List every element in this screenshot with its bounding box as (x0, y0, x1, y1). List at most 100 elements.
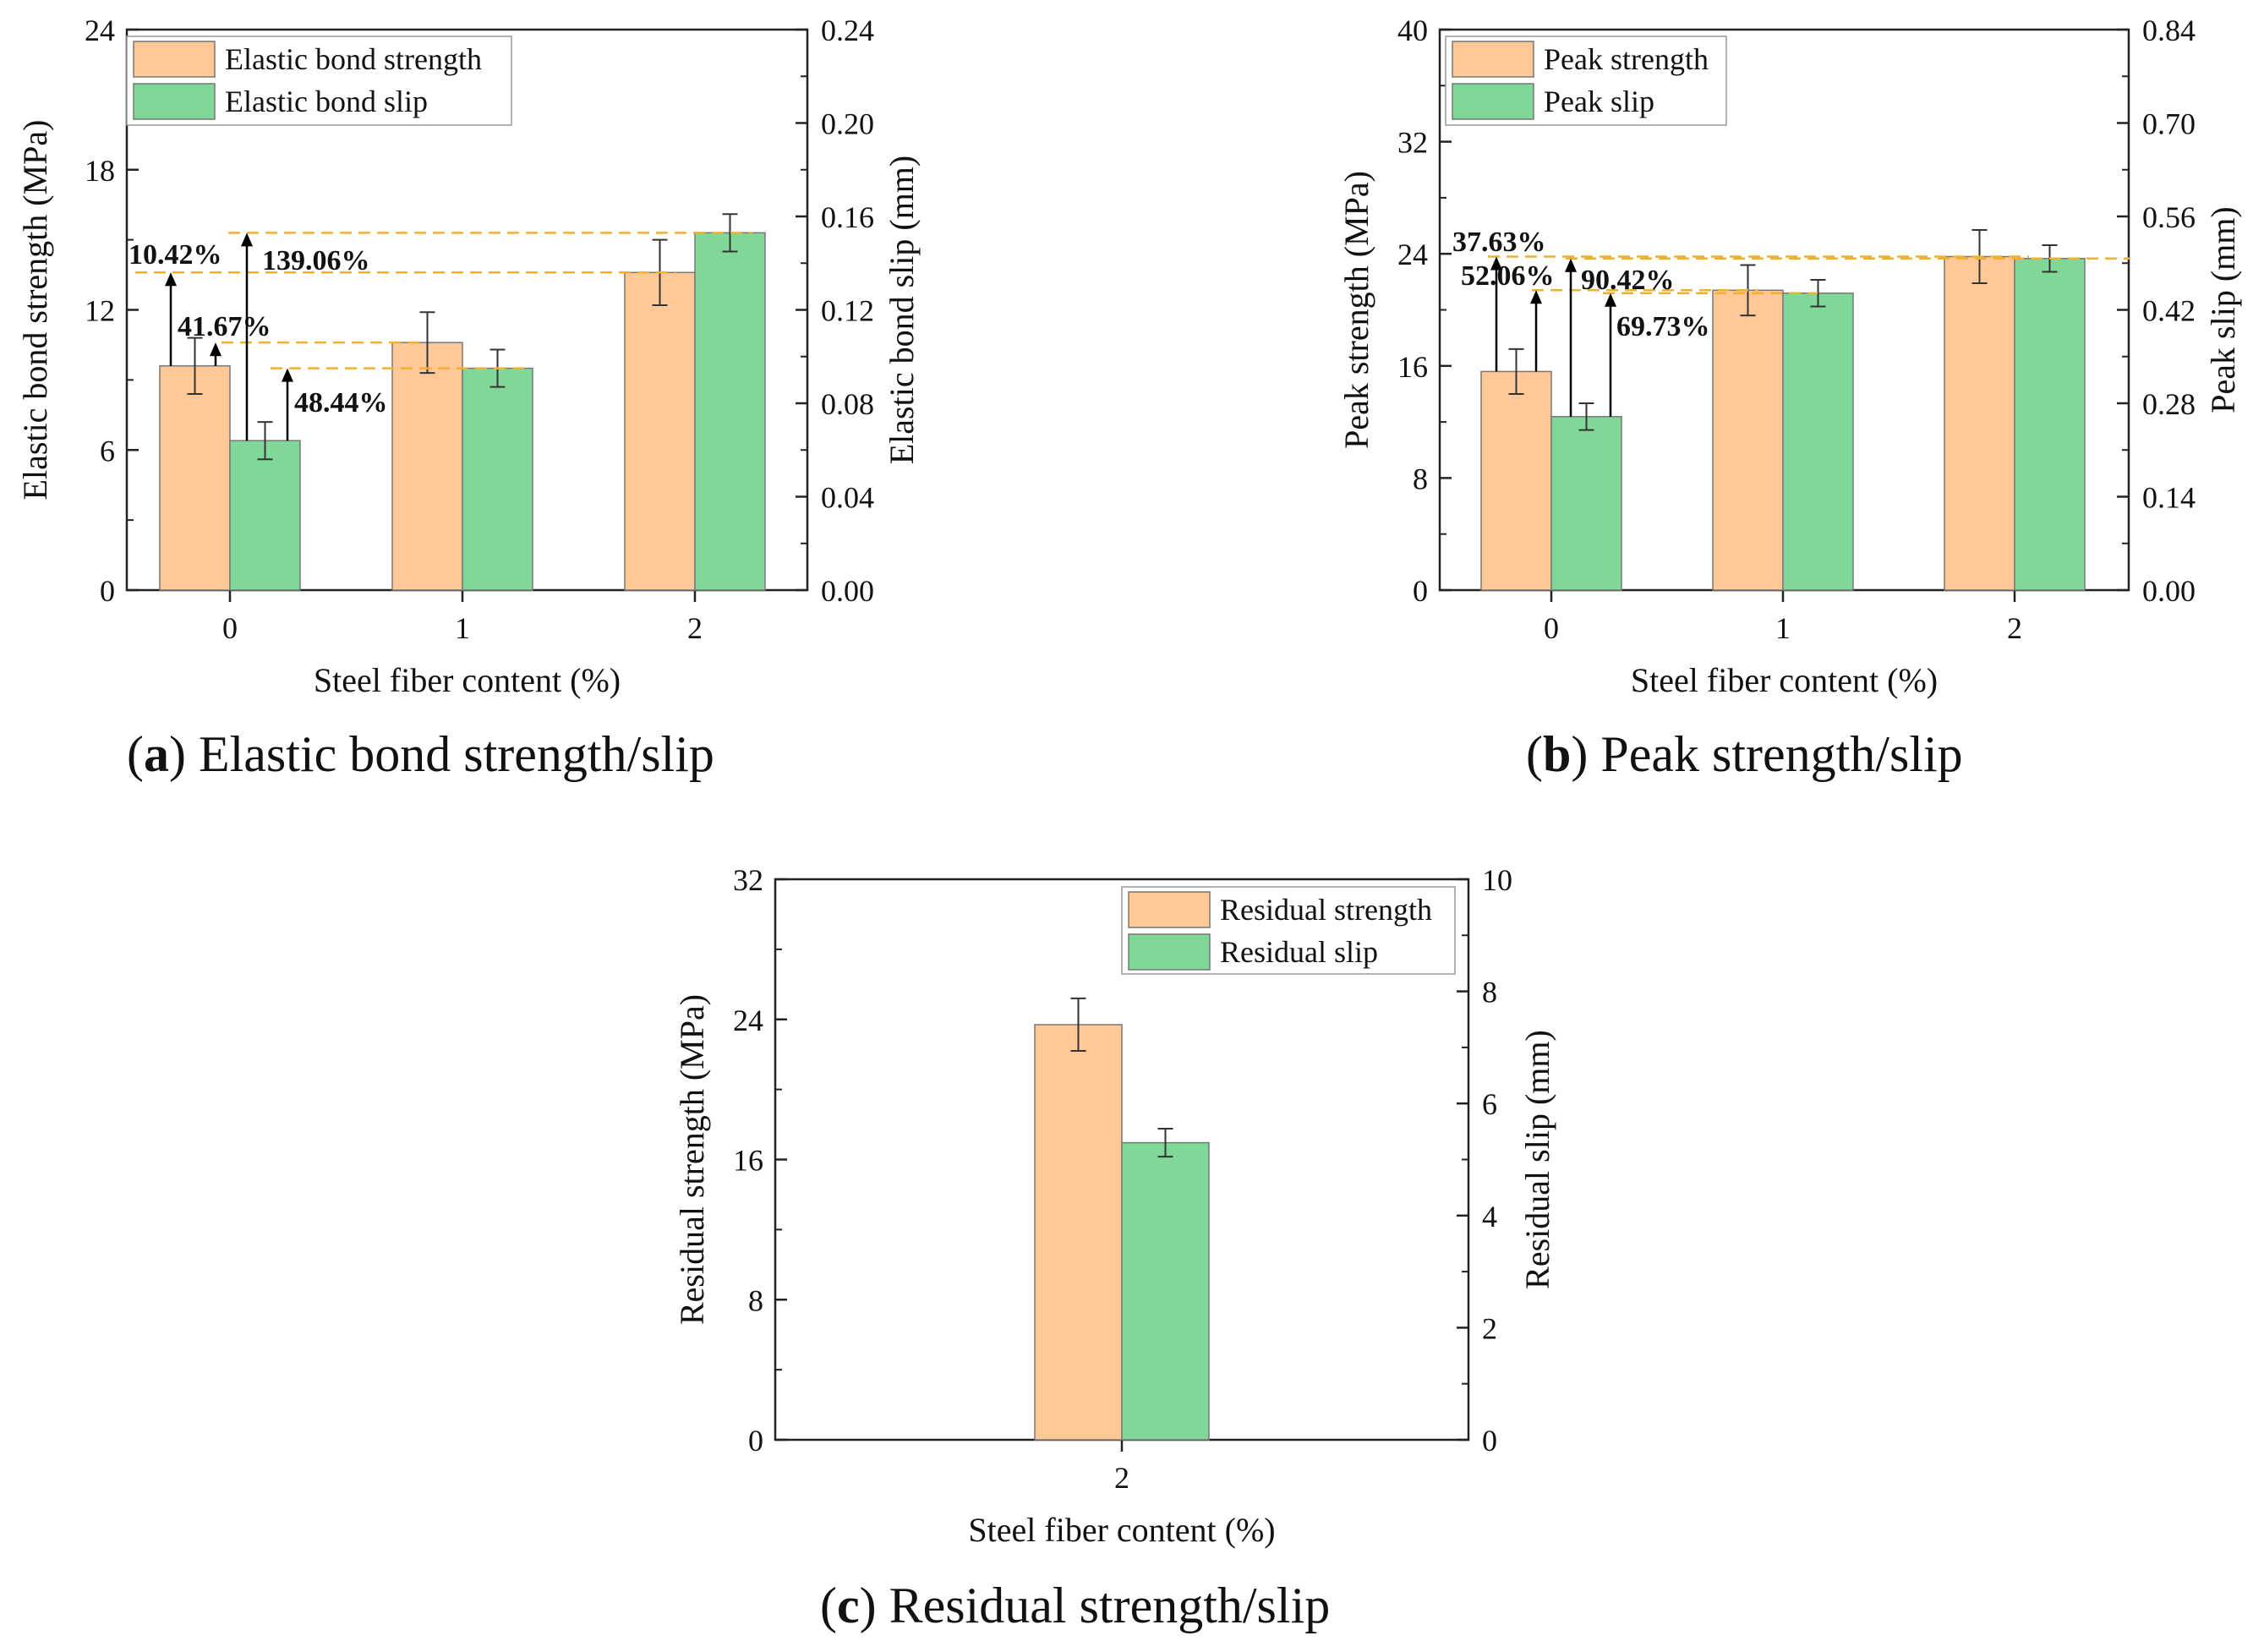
ytick-left-label: 0 (100, 574, 115, 608)
arrow-head (1490, 256, 1502, 271)
arrow-head (210, 342, 221, 357)
xtick-label: 1 (1775, 611, 1791, 645)
bar-slip (229, 440, 301, 591)
ytick-right-label: 0.84 (2142, 14, 2196, 47)
caption-c-letter: c (836, 1578, 860, 1633)
bar-slip (462, 367, 533, 591)
x-axis-title: Steel fiber content (%) (968, 1511, 1275, 1549)
ytick-left-label: 32 (1397, 126, 1428, 160)
ytick-right-label: 0 (1482, 1424, 1497, 1458)
bar-strength (1034, 1024, 1123, 1441)
bar-strength (1944, 255, 2015, 591)
legend-swatch (133, 83, 216, 120)
increase-label: 139.06% (262, 245, 370, 276)
ytick-left-label: 16 (733, 1144, 763, 1178)
ytick-right-label: 0.28 (2142, 387, 2196, 421)
ytick-right-label: 4 (1482, 1200, 1497, 1234)
ytick-right-label: 0.56 (2142, 200, 2196, 234)
xtick-label: 2 (687, 611, 703, 645)
x-axis-title: Steel fiber content (%) (1631, 661, 1938, 699)
legend-swatch (1452, 83, 1534, 120)
ytick-left-label: 8 (1413, 462, 1428, 495)
ytick-left-label: 12 (85, 294, 115, 328)
xtick-label: 2 (2007, 611, 2022, 645)
increase-label: 48.44% (294, 387, 388, 418)
ytick-left-label: 24 (733, 1004, 763, 1037)
caption-a-text: Elastic bond strength/slip (185, 726, 714, 782)
y-axis-left-title: Residual strength (MPa) (673, 994, 711, 1325)
caption-b: (b) Peak strength/slip (1526, 726, 1963, 782)
caption-b-letter: b (1542, 726, 1572, 782)
ytick-right-label: 0.08 (821, 387, 874, 421)
caption-c: (c) Residual strength/slip (820, 1578, 1331, 1633)
legend-label: Residual slip (1220, 935, 1378, 969)
increase-label: 10.42% (129, 239, 222, 271)
bar-strength (391, 342, 463, 591)
arrow-head (1605, 293, 1616, 307)
bar-slip (694, 232, 766, 591)
ytick-right-label: 10 (1482, 863, 1512, 897)
ytick-left-label: 24 (1397, 238, 1428, 271)
increase-label: 69.73% (1616, 311, 1710, 342)
increase-label: 41.67% (178, 311, 271, 342)
ytick-left-label: 6 (100, 434, 115, 468)
chart-b: 0 8 16 24 32 40 0.00 0.14 0.28 0.42 0.56 0.70 0.84 0 1… (1337, 14, 2242, 699)
ytick-left-label: 24 (85, 14, 115, 47)
ytick-left-label: 0 (1413, 574, 1428, 608)
ytick-right-label: 0.00 (2142, 574, 2196, 608)
increase-label: 52.06% (1461, 260, 1555, 292)
caption-c-text: Residual strength/slip (876, 1578, 1331, 1633)
ytick-right-label: 0.24 (821, 14, 874, 47)
y-axis-right-title: Residual slip (mm) (1518, 1030, 1556, 1289)
ytick-right-label: 0.42 (2142, 294, 2196, 328)
ytick-right-label: 0.04 (821, 481, 874, 515)
bar-slip (1782, 293, 1854, 591)
ytick-right-label: 0.70 (2142, 107, 2196, 141)
ytick-right-label: 0.14 (2142, 481, 2196, 515)
legend-swatch (133, 41, 216, 78)
legend-label: Residual strength (1220, 893, 1432, 927)
legend-swatch (1452, 41, 1534, 78)
increase-label: 37.63% (1452, 227, 1546, 258)
x-axis-title: Steel fiber content (%) (314, 661, 621, 699)
ytick-left-label: 16 (1397, 350, 1428, 384)
bar-slip (1121, 1141, 1210, 1441)
xtick-label: 0 (1544, 611, 1559, 645)
xtick-label: 2 (1114, 1461, 1129, 1495)
bar-slip (2014, 257, 2086, 591)
y-axis-right-title: Elastic bond slip (mm) (883, 156, 921, 465)
arrow-head (1530, 290, 1542, 304)
ytick-right-label: 0.12 (821, 294, 874, 328)
increase-label: 90.42% (1581, 265, 1675, 296)
xtick-label: 0 (222, 611, 238, 645)
arrow-head (1565, 258, 1577, 272)
bar-strength (624, 271, 696, 591)
y-axis-left-title: Elastic bond strength (MPa) (16, 120, 54, 501)
legend-label: Elastic bond strength (225, 42, 482, 76)
ytick-left-label: 18 (85, 154, 115, 188)
y-axis-right-title: Peak slip (mm) (2204, 206, 2242, 413)
ytick-left-label: 8 (748, 1283, 763, 1317)
bar-strength (1480, 370, 1552, 591)
arrow-head (282, 368, 293, 382)
ytick-right-label: 6 (1482, 1087, 1497, 1121)
ytick-right-label: 0.20 (821, 107, 874, 141)
ytick-right-label: 8 (1482, 976, 1497, 1009)
bar-slip (1550, 416, 1622, 591)
legend-label: Elastic bond slip (225, 85, 428, 118)
caption-a-letter: a (143, 726, 169, 782)
bar-strength (159, 365, 231, 591)
ytick-right-label: 2 (1482, 1311, 1497, 1345)
arrow-head (165, 272, 177, 287)
arrow-head (241, 232, 253, 247)
legend-swatch (1128, 891, 1211, 928)
legend-swatch (1128, 933, 1211, 971)
y-axis-left-title: Peak strength (MPa) (1337, 171, 1375, 449)
caption-a: (a) Elastic bond strength/slip (127, 726, 714, 782)
bar-strength (1712, 289, 1784, 591)
legend-label: Peak slip (1544, 85, 1654, 118)
ytick-left-label: 32 (733, 863, 763, 897)
